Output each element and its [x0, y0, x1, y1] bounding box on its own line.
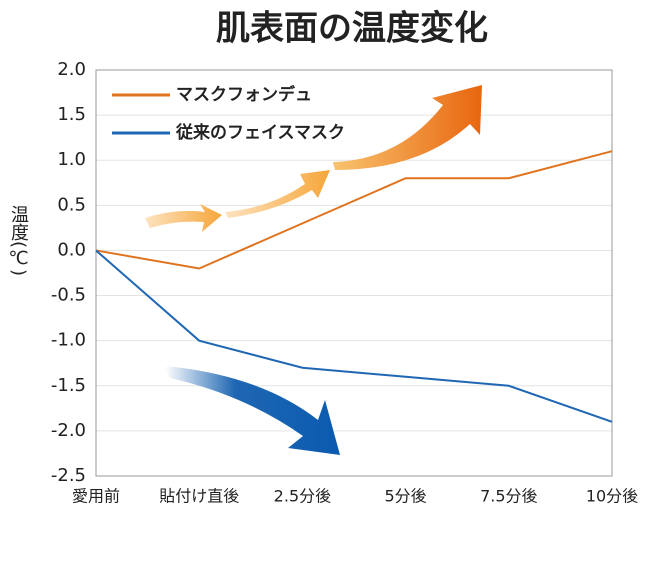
arrow-decoration: [165, 366, 340, 455]
x-tick-label: 7.5分後: [480, 487, 537, 506]
x-tick-label: 2.5分後: [274, 487, 331, 506]
y-tick-label: 0.0: [57, 239, 86, 260]
x-tick-label: 愛用前: [72, 487, 120, 506]
y-tick-label: 1.5: [57, 104, 86, 125]
chart-title: 肌表面の温度変化: [216, 9, 488, 49]
arrow-decoration: [333, 85, 482, 170]
arrow-decoration: [145, 204, 222, 232]
arrow-decoration: [225, 170, 330, 218]
data-line: [95, 150, 613, 270]
legend-label: 従来のフェイスマスク: [175, 122, 345, 143]
y-tick-label: -2.5: [51, 465, 86, 486]
x-tick-label: 5分後: [385, 487, 427, 506]
y-tick-label: -2.0: [51, 420, 86, 441]
y-tick-label: -0.5: [51, 285, 86, 306]
y-tick-label: 1.0: [57, 149, 86, 170]
y-tick-label: -1.0: [51, 330, 86, 351]
y-tick-label: -1.5: [51, 375, 86, 396]
y-tick-label: 0.5: [57, 194, 86, 215]
y-axis-label: 温度(℃): [8, 205, 29, 276]
x-tick-label: 貼付け直後: [159, 487, 239, 506]
plot-frame: [95, 69, 613, 477]
legend-label: マスクフォンデュ: [176, 84, 312, 105]
data-line: [95, 249, 613, 423]
y-tick-label: 2.0: [57, 59, 86, 80]
x-tick-label: 10分後: [586, 487, 638, 506]
